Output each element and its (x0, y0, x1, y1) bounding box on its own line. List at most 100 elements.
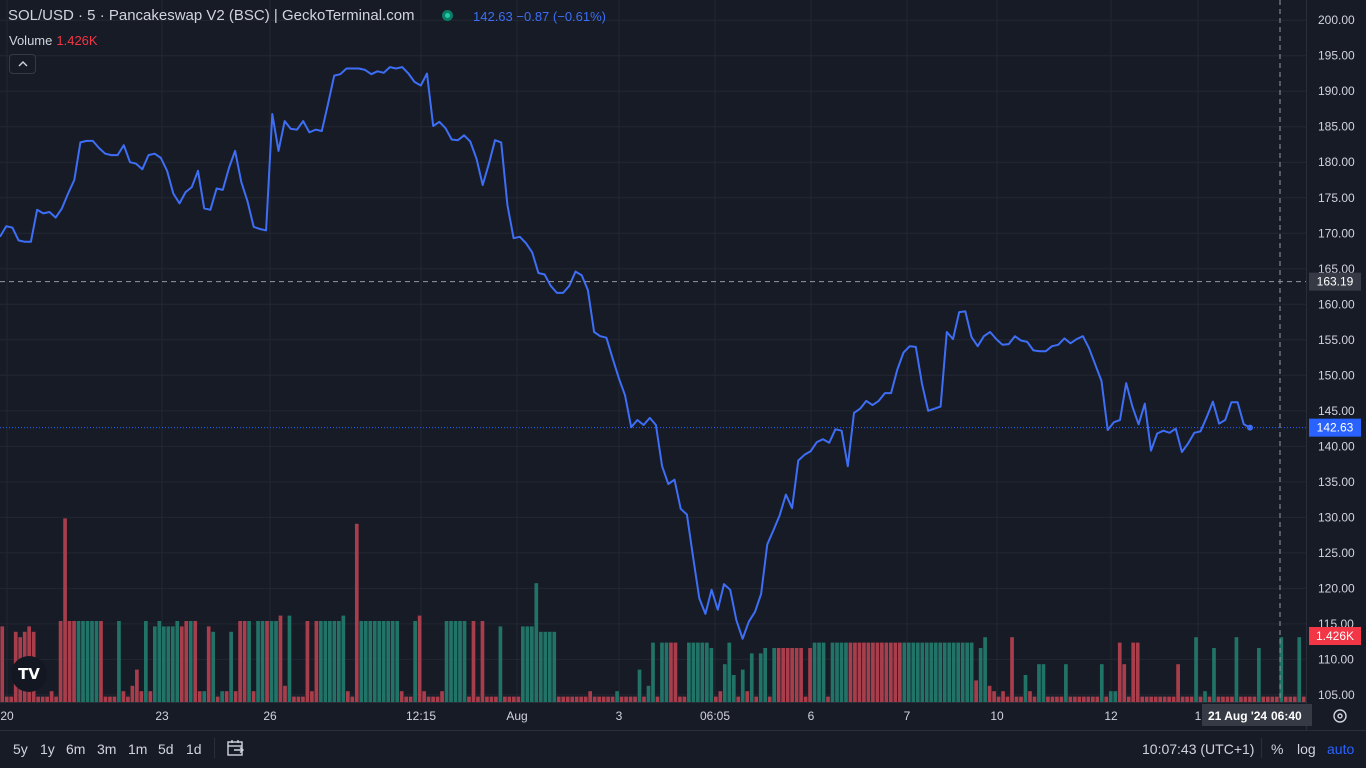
log-scale-toggle[interactable]: log (1297, 741, 1316, 757)
tradingview-logo[interactable]: TV (11, 656, 47, 692)
volume-bar (960, 642, 965, 702)
volume-bar (664, 642, 669, 702)
volume-bar (485, 696, 489, 702)
volume-bar (1279, 637, 1284, 702)
volume-bar (332, 621, 337, 702)
y-tick-label: 150.00 (1318, 368, 1355, 382)
last-price-point (1247, 424, 1253, 431)
volume-bar (794, 648, 799, 702)
volume-bar (588, 691, 593, 702)
crosshair-date-label: 21 Aug '24 (1208, 709, 1267, 723)
volume-bar (336, 621, 341, 702)
volume-bar (745, 691, 750, 702)
volume-bar (646, 685, 651, 702)
volume-bar (942, 642, 947, 702)
volume-bar (157, 621, 162, 702)
last-price-badge: 142.63 (1317, 421, 1354, 435)
timeframe-3m[interactable]: 3m (97, 741, 117, 757)
volume-bar (897, 642, 902, 702)
volume-bar (1207, 696, 1212, 702)
x-tick-label: 23 (155, 709, 169, 723)
y-tick-label: 105.00 (1318, 688, 1355, 702)
timeframe-1d[interactable]: 1d (186, 741, 202, 757)
volume-bar (915, 642, 920, 702)
volume-bar (36, 696, 40, 702)
volume-bar (1077, 696, 1082, 702)
volume-bar (821, 642, 826, 702)
volume-bar (251, 691, 256, 702)
go-to-date-icon[interactable] (226, 739, 246, 757)
volume-bar (543, 631, 548, 702)
volume-bar (215, 696, 220, 702)
gear-icon[interactable] (1331, 707, 1349, 725)
crosshair-time-label-bg (1202, 704, 1312, 726)
volume-bar (76, 621, 81, 702)
volume-bar (947, 642, 952, 702)
volume-bar (503, 696, 507, 702)
volume-bar (1292, 696, 1297, 702)
volume-bar (592, 696, 597, 702)
volume-bar (99, 621, 103, 702)
volume-bar (983, 637, 987, 702)
toolbar-divider (1261, 738, 1262, 758)
volume-bar (103, 696, 108, 702)
collapse-legend-button[interactable] (9, 54, 36, 74)
volume-bar (830, 642, 835, 702)
volume-bar (81, 621, 85, 702)
y-tick-label: 165.00 (1318, 262, 1355, 276)
percent-scale-toggle[interactable]: % (1271, 741, 1284, 757)
clock-timezone[interactable]: 10:07:43 (UTC+1) (1142, 741, 1255, 757)
volume-bar (893, 642, 898, 702)
volume-bar (184, 621, 189, 702)
volume-bar (740, 669, 745, 702)
volume-bar (175, 621, 180, 702)
volume-bar (507, 696, 512, 702)
volume-bar (85, 621, 90, 702)
timeframe-6m[interactable]: 6m (66, 741, 86, 757)
auto-scale-toggle[interactable]: auto (1327, 741, 1355, 757)
legend-price: 142.63 −0.87 (−0.61%) (473, 9, 606, 24)
timeframe-1y[interactable]: 1y (40, 741, 55, 757)
volume-bar (1140, 696, 1145, 702)
volume-bar (875, 642, 880, 702)
volume-bar (426, 696, 431, 702)
volume-bar (1055, 696, 1059, 702)
volume-bar (615, 691, 619, 702)
volume-bar (144, 621, 148, 702)
volume-bar (220, 691, 224, 702)
volume-bar (673, 642, 678, 702)
volume-bar (884, 642, 889, 702)
volume-bar (547, 631, 552, 702)
volume-bar (785, 648, 790, 702)
volume-bar (924, 642, 929, 702)
volume-bar (117, 621, 121, 702)
volume-bar (1073, 696, 1077, 702)
volume-bar (444, 621, 449, 702)
volume-bar (265, 621, 269, 702)
volume-bar (709, 648, 714, 702)
volume-bar (1037, 664, 1041, 702)
volume-bar (1144, 696, 1149, 702)
volume-bar (1158, 696, 1162, 702)
volume-bar (736, 696, 741, 702)
y-tick-label: 195.00 (1318, 49, 1355, 63)
volume-bar (63, 518, 67, 702)
volume-bar (929, 642, 934, 702)
volume-bar (1212, 648, 1216, 702)
crosshair-price-label-bg (1309, 272, 1361, 291)
volume-bar (211, 631, 216, 702)
volume-bar (1135, 642, 1140, 702)
timeframe-5y[interactable]: 5y (13, 741, 28, 757)
volume-bar (108, 696, 112, 702)
price-chart[interactable]: 105.00110.00115.00120.00125.00130.00135.… (0, 0, 1366, 730)
volume-bar (1274, 696, 1279, 702)
volume-bar (395, 621, 400, 702)
volume-bar (754, 696, 759, 702)
timeframe-5d[interactable]: 5d (158, 741, 174, 757)
timeframe-1m[interactable]: 1m (128, 741, 148, 757)
volume-bar (844, 642, 848, 702)
volume-bar (727, 642, 732, 702)
x-tick-label: 12 (1104, 709, 1118, 723)
symbol-title[interactable]: SOL/USD · 5 · Pancakeswap V2 (BSC) | Gec… (8, 7, 415, 24)
volume-bar (112, 696, 117, 702)
